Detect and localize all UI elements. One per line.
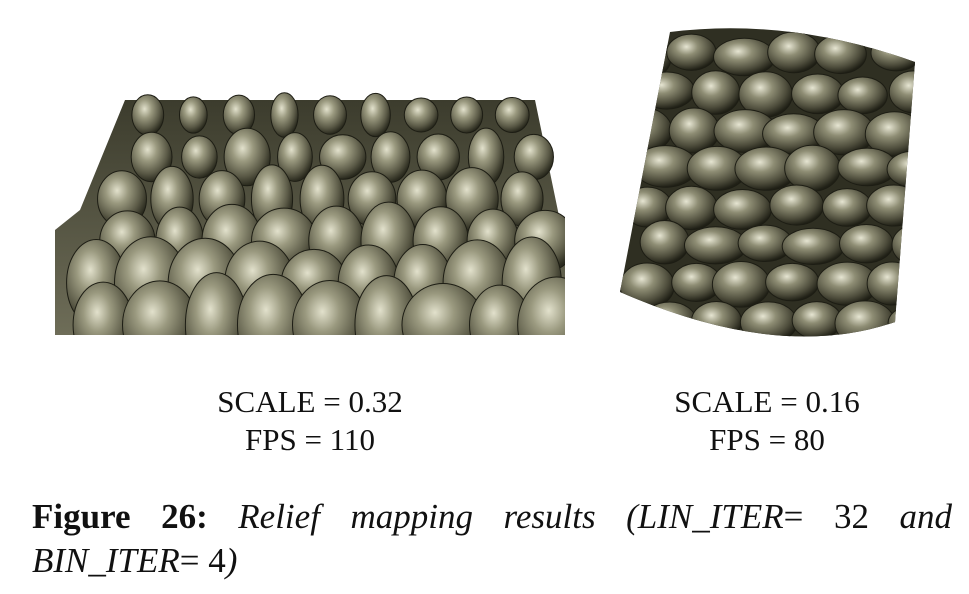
relief-plane-image [55, 92, 596, 378]
relief-bump [769, 184, 824, 226]
caption-text-b: and BIN_ITER [32, 497, 953, 580]
relief-bump [713, 37, 776, 77]
relief-bump [814, 34, 867, 75]
relief-bump [403, 97, 439, 133]
relief-bump [683, 226, 748, 265]
relief-bump [178, 96, 208, 134]
relief-bump [130, 131, 173, 183]
relief-bump [866, 184, 915, 227]
relief-bump [360, 92, 391, 138]
relief-bump [620, 262, 675, 309]
figure-label: Figure 26: [32, 497, 208, 536]
relief-bump [821, 188, 873, 227]
relief-bump [781, 227, 845, 266]
caption-value-2: 4 [208, 541, 226, 580]
relief-bump [791, 301, 843, 337]
relief-bump [713, 188, 772, 230]
caption-close: ) [225, 541, 238, 580]
relief-bump [223, 127, 271, 187]
caption-equals-2: = [179, 541, 200, 580]
scale-label: SCALE = 0.32 [217, 384, 403, 419]
caption-text-a: Relief mapping results (LIN_ITER [238, 497, 784, 536]
relief-bump [791, 73, 845, 115]
relief-bump [691, 70, 741, 115]
relief-bump [494, 96, 530, 134]
relief-bump [690, 300, 742, 337]
scale-label: SCALE = 0.16 [674, 384, 860, 419]
relief-bump [450, 96, 484, 134]
relief-bump [639, 219, 690, 265]
relief-bumps [620, 31, 915, 337]
fps-label: FPS = 110 [244, 422, 376, 457]
relief-bump [639, 71, 695, 110]
relief-bump [837, 76, 888, 115]
relief-cylinder-image [620, 28, 915, 337]
relief-mapped-cylinder-render [620, 22, 915, 350]
relief-bump [181, 135, 218, 179]
relief-bump [131, 94, 165, 136]
left-parameters: SCALE = 0.32 FPS = 110 [145, 383, 475, 459]
relief-bump [642, 301, 697, 337]
figure-caption: Figure 26: Relief mapping results (LIN_I… [32, 495, 952, 583]
relief-bump [711, 261, 771, 308]
relief-bump [277, 132, 313, 182]
relief-bump [765, 262, 820, 302]
relief-bump [666, 33, 717, 71]
caption-equals-1: = [783, 497, 804, 536]
relief-bump [870, 34, 915, 72]
relief-bump [866, 261, 915, 306]
relief-bump [313, 95, 347, 135]
fps-label: FPS = 80 [709, 422, 825, 457]
relief-bump [839, 224, 894, 264]
relief-bump [767, 31, 821, 74]
caption-value-1: 32 [833, 497, 869, 536]
relief-bump [834, 300, 896, 337]
relief-bump [270, 92, 299, 138]
relief-mapped-plane-render [55, 70, 596, 378]
right-parameters: SCALE = 0.16 FPS = 80 [602, 383, 932, 459]
relief-bump [739, 301, 798, 337]
relief-bump [784, 144, 841, 192]
